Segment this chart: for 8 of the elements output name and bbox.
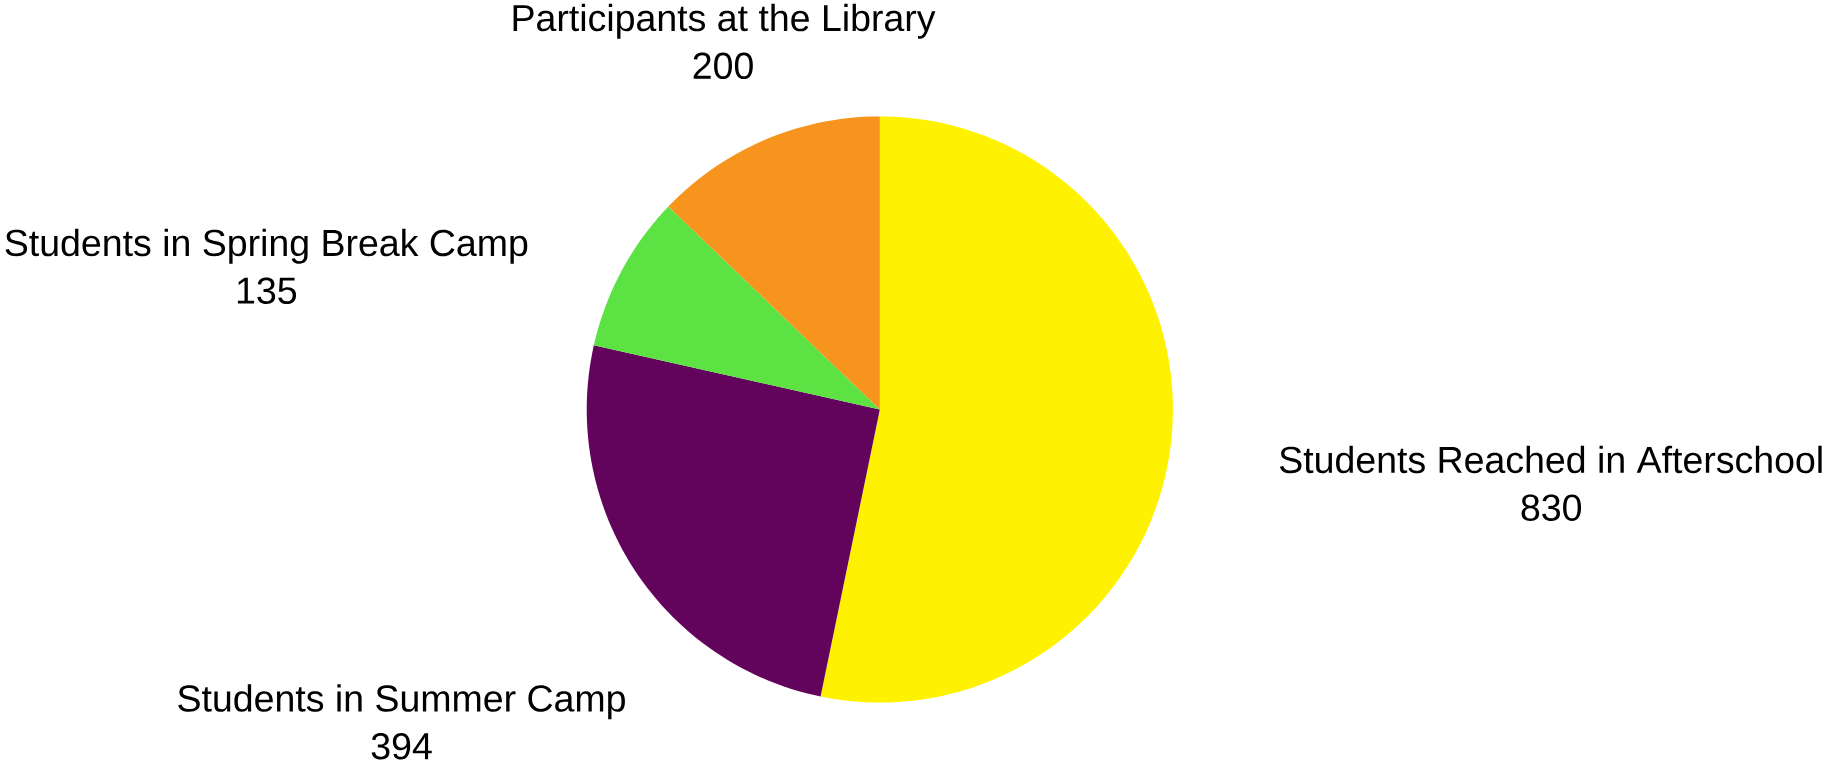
data-label: 135 — [237, 277, 297, 304]
slice-label: Participants at the Library — [513, 3, 936, 39]
slice-label: Students in Spring Break Camp — [5, 228, 528, 264]
data-label: 200 — [693, 52, 753, 79]
data-label: 394 — [371, 732, 432, 760]
slice-label: Students Reached in Afterschool — [1279, 445, 1822, 474]
data-label: 830 — [1521, 494, 1582, 521]
slice-label: Students in Summer Camp — [178, 684, 625, 720]
